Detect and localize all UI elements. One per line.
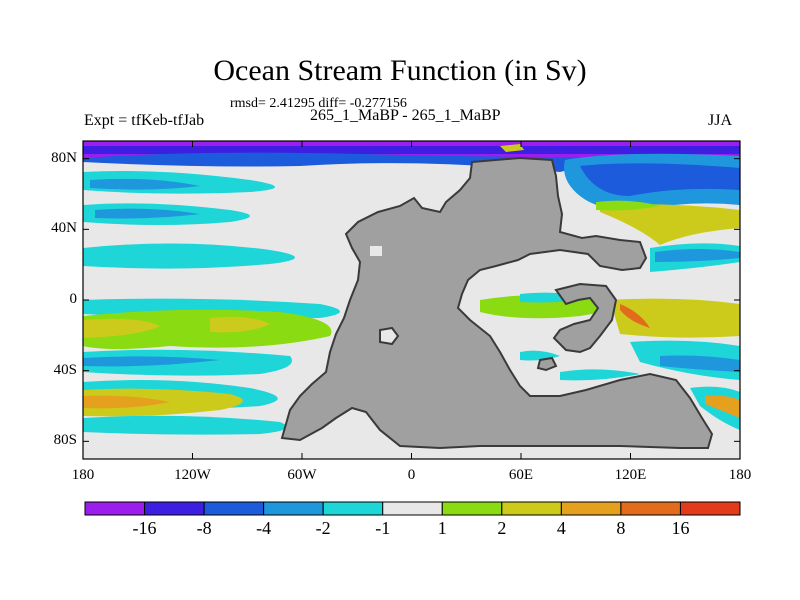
trop-yellow-west xyxy=(83,318,160,338)
colorbar-label: -1 xyxy=(375,518,391,538)
colorbar-swatch xyxy=(679,501,741,516)
x-tick-label: 120W xyxy=(174,467,211,483)
land-mass-island xyxy=(552,282,618,354)
colorbar-label: 16 xyxy=(671,518,690,538)
stats-annotation: rmsd= 2.41295 diff= -0.277156 xyxy=(230,96,407,111)
colorbar-label: -2 xyxy=(315,518,331,538)
npac-east-blue xyxy=(655,249,740,262)
y-tick-label: 40N xyxy=(51,220,77,237)
chart-title: Ocean Stream Function (in Sv) xyxy=(213,54,587,87)
land-mass-main xyxy=(280,156,714,450)
npac-streak-3 xyxy=(83,243,295,269)
x-tick-label: 120E xyxy=(614,467,647,483)
x-tick-label: 0 xyxy=(407,467,416,483)
x-tick-label: 60E xyxy=(508,467,534,483)
y-tick-label: 80N xyxy=(51,149,77,166)
trop-blue-south xyxy=(83,356,220,367)
y-tick-label: 80S xyxy=(53,432,77,449)
trop-yellow-mid xyxy=(210,316,270,333)
colorbar-swatch xyxy=(144,501,205,516)
colorbar-label: 2 xyxy=(497,518,507,538)
colorbar-swatch xyxy=(263,501,324,516)
polar-yellow-spot xyxy=(500,144,524,152)
spac-orange xyxy=(83,395,170,409)
natl-yellow xyxy=(600,204,740,245)
x-tick-label: 180 xyxy=(728,467,752,483)
colorbar-label: 1 xyxy=(437,518,447,538)
lake-small xyxy=(370,246,382,256)
axis-ticks xyxy=(82,141,741,459)
colorbar-swatch xyxy=(203,501,265,516)
x-tick-label: 180 xyxy=(71,467,95,483)
small-island xyxy=(536,356,558,372)
inland-lake xyxy=(379,326,400,346)
colorbar-label: -16 xyxy=(132,518,157,538)
y-tick-label: 0 xyxy=(69,291,78,307)
colorbar-swatch xyxy=(620,501,681,516)
npac-streak-1-core xyxy=(90,178,200,190)
case-label: 265_1_MaBP - 265_1_MaBP xyxy=(310,107,501,124)
tind-red xyxy=(620,304,650,328)
colorbar xyxy=(84,501,741,516)
trop-green xyxy=(83,309,332,349)
season-label: JJA xyxy=(708,112,733,129)
natl-green xyxy=(596,200,660,211)
arctic-core xyxy=(83,146,740,154)
tind-yellow xyxy=(610,298,740,338)
sm-cyan-2 xyxy=(560,369,640,381)
colorbar-label: 8 xyxy=(616,518,626,538)
colorbar-label: -4 xyxy=(256,518,272,538)
y-tick-label: 40S xyxy=(53,361,77,378)
colorbar-swatch xyxy=(560,501,622,516)
experiment-label: Expt = tfKeb-tfJab xyxy=(84,112,205,129)
sind-orange xyxy=(705,395,740,418)
spac-cyan-south xyxy=(83,415,287,435)
npac-streak-2-core xyxy=(95,208,200,219)
x-tick-label: 60W xyxy=(287,467,317,483)
colorbar-swatch xyxy=(322,501,384,516)
colorbar-label: 4 xyxy=(556,518,566,538)
natl-blue-core xyxy=(580,163,740,196)
map-area xyxy=(83,141,740,459)
colorbar-swatch xyxy=(501,501,562,516)
colorbar-swatch xyxy=(441,501,503,516)
colorbar-swatch xyxy=(382,501,443,516)
colorbar-swatch xyxy=(84,501,146,516)
sind-blue xyxy=(660,355,740,372)
colorbar-label: -8 xyxy=(196,518,212,538)
